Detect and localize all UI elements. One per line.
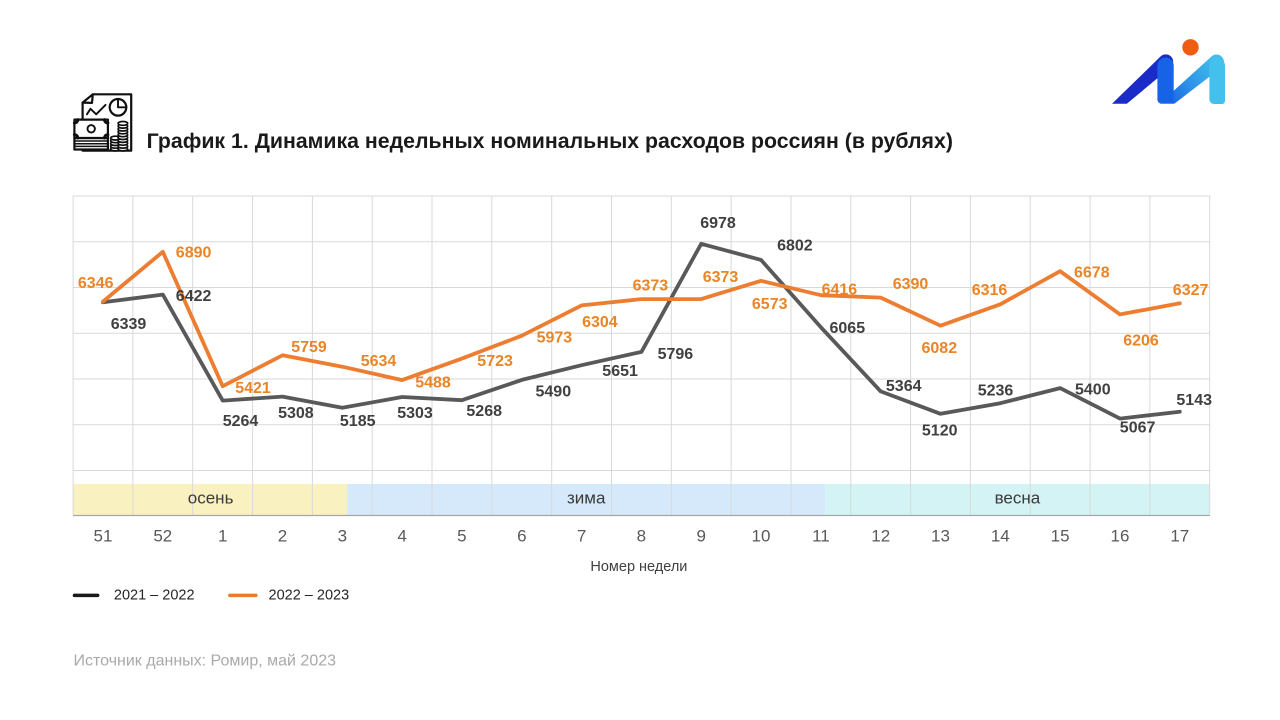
svg-text:5268: 5268 (466, 403, 502, 420)
svg-text:2021 – 2022: 2021 – 2022 (114, 588, 195, 604)
svg-text:6890: 6890 (176, 244, 212, 261)
svg-text:6422: 6422 (176, 288, 212, 305)
svg-text:13: 13 (931, 526, 950, 545)
svg-text:весна: весна (995, 489, 1041, 508)
svg-text:6339: 6339 (111, 316, 147, 333)
svg-text:5: 5 (457, 526, 466, 545)
svg-text:5651: 5651 (602, 363, 638, 380)
svg-text:16: 16 (1111, 526, 1130, 545)
svg-text:4: 4 (397, 526, 406, 545)
svg-text:6206: 6206 (1123, 332, 1159, 349)
svg-text:11: 11 (812, 526, 830, 545)
svg-text:5400: 5400 (1075, 382, 1111, 399)
svg-text:8: 8 (637, 526, 646, 545)
svg-text:17: 17 (1170, 526, 1189, 545)
svg-text:6416: 6416 (822, 281, 858, 298)
svg-text:5723: 5723 (477, 353, 513, 370)
svg-text:6373: 6373 (633, 278, 669, 295)
svg-text:5364: 5364 (886, 378, 922, 395)
svg-text:5303: 5303 (397, 405, 433, 422)
svg-text:7: 7 (577, 526, 586, 545)
svg-text:1: 1 (218, 526, 227, 545)
svg-text:5634: 5634 (361, 353, 397, 370)
svg-text:5759: 5759 (291, 339, 327, 356)
svg-text:51: 51 (94, 526, 113, 545)
svg-text:6327: 6327 (1173, 282, 1209, 299)
svg-text:6065: 6065 (830, 320, 866, 337)
svg-text:5236: 5236 (978, 382, 1014, 399)
svg-text:5185: 5185 (340, 413, 376, 430)
svg-text:6304: 6304 (582, 314, 618, 331)
svg-text:2022 – 2023: 2022 – 2023 (269, 588, 350, 604)
svg-text:6373: 6373 (703, 269, 739, 286)
svg-text:5143: 5143 (1176, 392, 1212, 409)
svg-text:10: 10 (752, 526, 771, 545)
svg-text:5490: 5490 (536, 384, 572, 401)
svg-text:12: 12 (871, 526, 890, 545)
svg-text:9: 9 (696, 526, 705, 545)
svg-text:5488: 5488 (415, 375, 451, 392)
svg-text:5308: 5308 (278, 405, 314, 422)
svg-text:6802: 6802 (777, 237, 813, 254)
svg-text:15: 15 (1051, 526, 1070, 545)
svg-text:зима: зима (567, 489, 606, 508)
svg-text:5120: 5120 (922, 423, 958, 440)
svg-text:52: 52 (153, 526, 172, 545)
svg-text:6573: 6573 (752, 296, 788, 313)
svg-text:осень: осень (188, 489, 234, 508)
svg-text:Номер недели: Номер недели (590, 559, 687, 575)
svg-text:5973: 5973 (537, 330, 573, 347)
svg-text:14: 14 (991, 526, 1010, 545)
svg-text:6082: 6082 (922, 340, 958, 357)
svg-text:6346: 6346 (78, 275, 114, 292)
svg-text:5421: 5421 (235, 380, 271, 397)
svg-text:3: 3 (338, 526, 347, 545)
svg-text:2: 2 (278, 526, 287, 545)
svg-text:6678: 6678 (1074, 265, 1110, 282)
svg-text:График 1. Динамика недельных н: График 1. Динамика недельных номинальных… (147, 129, 953, 153)
svg-text:6: 6 (517, 526, 526, 545)
svg-text:5796: 5796 (658, 346, 694, 363)
svg-text:5264: 5264 (223, 413, 259, 430)
svg-text:5067: 5067 (1120, 419, 1156, 436)
svg-text:6390: 6390 (893, 276, 929, 293)
svg-text:Источник данных: Ромир, май 20: Источник данных: Ромир, май 2023 (74, 652, 337, 669)
svg-text:6316: 6316 (972, 282, 1008, 299)
svg-text:6978: 6978 (700, 215, 736, 232)
